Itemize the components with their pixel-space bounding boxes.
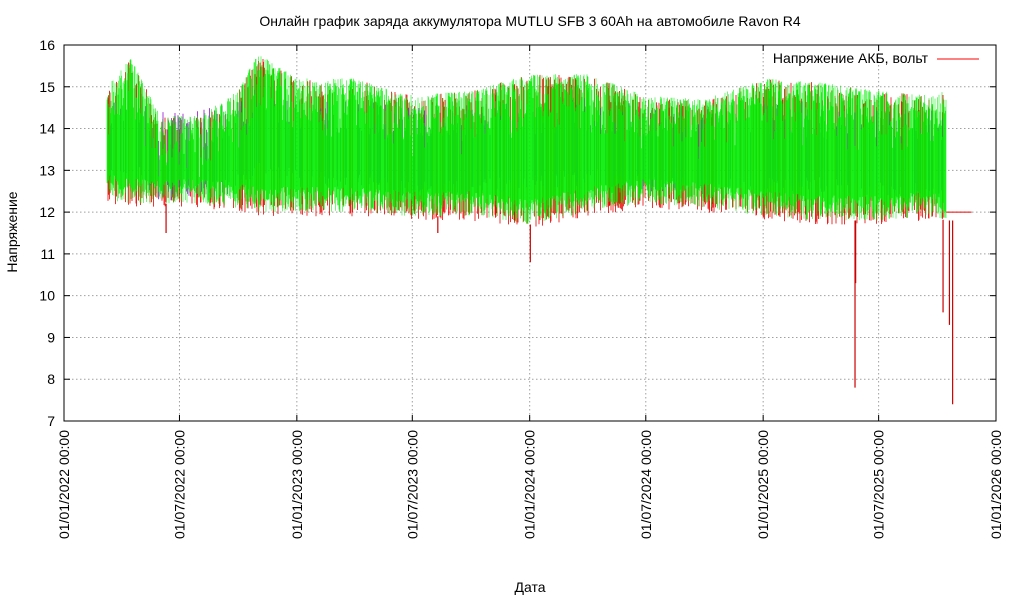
x-tick-label: 01/01/2023 00:00 [289,430,305,539]
x-tick-label: 01/01/2025 00:00 [755,430,771,539]
x-tick-label: 01/07/2024 00:00 [638,430,654,539]
x-tick-label: 01/01/2024 00:00 [522,430,538,539]
y-tick-label: 16 [39,37,55,53]
x-tick-label: 01/07/2022 00:00 [171,430,187,539]
legend-label: Напряжение АКБ, вольт [773,50,929,66]
y-tick-label: 15 [39,79,55,95]
y-tick-label: 12 [39,204,55,220]
x-tick-label: 01/07/2025 00:00 [871,430,887,539]
y-tick-label: 14 [39,121,55,137]
x-tick-label: 01/07/2023 00:00 [404,430,420,539]
x-tick-label: 01/01/2022 00:00 [56,430,72,539]
y-axis-label: Напряжение [4,191,20,272]
y-tick-label: 10 [39,288,55,304]
y-tick-label: 11 [40,246,55,262]
tick-layer: 7 8 9 10 11 12 13 14 15 16 01/01/2022 00:00 01/07/2… [39,37,1004,539]
y-tick-label: 9 [47,329,55,345]
x-tick-label: 01/01/2026 00:00 [988,430,1004,539]
series-layer [106,56,972,405]
y-tick-label: 7 [47,413,55,429]
x-axis-label: Дата [514,579,545,595]
chart-title: Онлайн график заряда аккумулятора MUTLU … [259,13,800,29]
series-trace-green [106,56,947,224]
legend: Напряжение АКБ, вольт [773,50,979,66]
y-tick-label: 13 [39,162,55,178]
y-tick-label: 8 [47,371,55,387]
